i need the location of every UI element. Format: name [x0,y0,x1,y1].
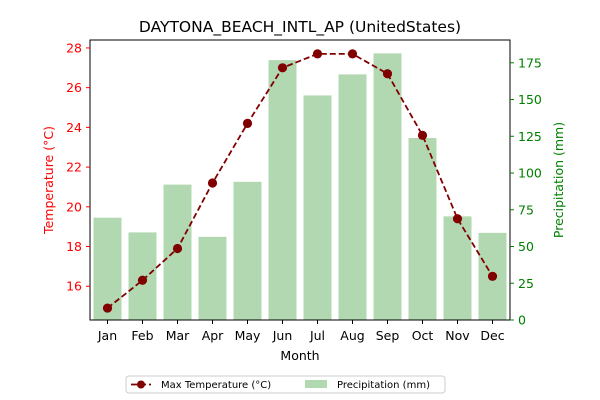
left-tick-label: 26 [66,80,82,95]
temperature-point [347,49,358,59]
legend-bar-swatch [305,380,327,388]
left-tick-label: 16 [66,279,82,294]
right-tick-label: 0 [518,313,526,328]
left-tick-label: 18 [66,239,82,254]
temperature-point [487,271,498,281]
x-tick-label: Feb [131,328,153,343]
left-axis-label: Temperature (°C) [41,126,56,235]
precipitation-bar [443,216,472,320]
axes: 16 18 20 22 24 26 28 0 25 50 75 100 125 150 175 Jan Feb M… [41,39,566,363]
temperature-point [172,243,183,254]
legend-marker-swatch [137,380,145,389]
temperature-point [102,303,113,313]
precipitation-bar [93,217,122,320]
x-tick-label: Jan [97,328,117,343]
precipitation-bars [93,53,507,321]
x-axis-label: Month [280,348,319,363]
temperature-point [452,214,463,224]
x-tick-label: Mar [166,328,190,343]
precipitation-bar [303,95,332,320]
legend-label-temperature: Max Temperature (°C) [161,380,271,391]
right-tick-label: 50 [518,239,534,254]
precipitation-bar [198,236,227,320]
right-tick-label: 150 [518,92,542,107]
precipitation-bar [338,74,367,320]
x-tick-label: Oct [412,328,434,343]
precipitation-bar [408,138,437,320]
plot-frame [89,39,511,321]
x-tick-label: Apr [202,328,224,343]
x-tick-label: Nov [445,328,470,343]
left-tick-label: 22 [66,160,82,175]
right-tick-label: 100 [518,166,542,181]
right-axis-label: Precipitation (mm) [551,122,566,238]
temperature-point [312,49,323,59]
left-tick-label: 24 [66,120,82,135]
precipitation-bar [373,53,402,320]
left-tick-label: 20 [66,199,82,214]
x-tick-label: Jul [309,328,325,343]
precipitation-bar [233,181,262,320]
temperature-point [242,118,253,129]
temperature-series-line [106,53,494,309]
right-tick-label: 175 [518,55,542,70]
x-tick-label: May [235,328,261,343]
x-tick-label: Jun [272,328,293,343]
x-tick-label: Sep [376,328,400,343]
temperature-point [417,130,428,140]
temperature-line [102,49,498,313]
x-tick-label: Aug [340,328,364,343]
temperature-point [277,63,288,73]
legend-label-precipitation: Precipitation (mm) [337,380,430,391]
precipitation-bar [268,60,297,321]
right-tick-label: 125 [518,129,542,144]
temperature-point [207,178,218,188]
chart-title: DAYTONA_BEACH_INTL_AP (UnitedStates) [139,18,461,37]
temperature-point [137,275,148,285]
right-tick-label: 25 [518,276,534,291]
right-tick-label: 75 [518,202,534,217]
legend-box [125,375,446,394]
left-tick-label: 28 [66,40,82,55]
legend: Max Temperature (°C) Precipitation (mm) [125,375,446,394]
temperature-point [382,69,393,79]
x-tick-label: Dec [480,328,504,343]
